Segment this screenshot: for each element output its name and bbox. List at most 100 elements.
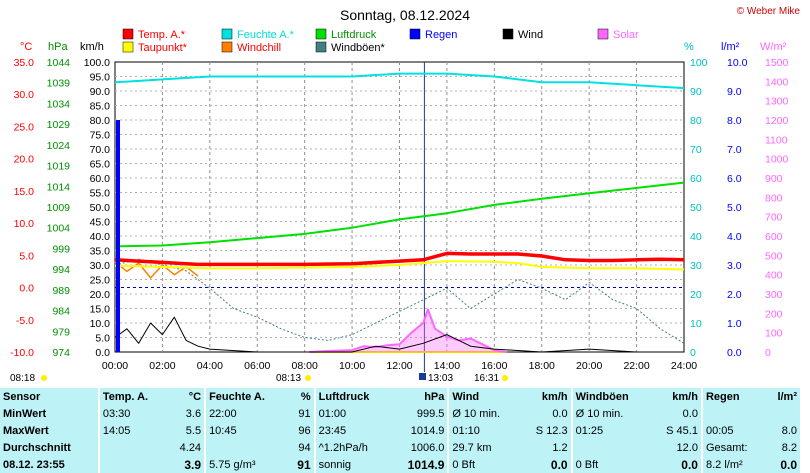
x-tick-label: 04:00 — [197, 360, 223, 372]
x-tick-label: 02:00 — [149, 360, 175, 372]
legend-swatch — [122, 28, 134, 40]
kmh-tick-label: 40.0 — [90, 231, 111, 243]
legend-swatch — [221, 41, 233, 53]
solar-tick-label: 600 — [765, 231, 783, 243]
table-cell: 3.6 — [167, 405, 205, 422]
kmh-tick-label: 0.0 — [95, 347, 110, 359]
column-separator — [97, 422, 100, 439]
chart-title: Sonntag, 08.12.2024 — [340, 7, 470, 23]
column-separator — [570, 439, 573, 456]
legend-label: Windböen* — [331, 42, 386, 54]
temp-tick-label: 15.0 — [14, 186, 35, 198]
rain-tick-label: 10.0 — [727, 57, 748, 69]
hpa-tick-label: 1009 — [47, 202, 71, 214]
unit-percent: % — [684, 41, 694, 53]
solar-tick-label: 1400 — [765, 76, 789, 88]
x-tick-label: 20:00 — [576, 360, 602, 372]
table-cell: ^1.2hPa/h — [315, 439, 391, 456]
kmh-tick-label: 15.0 — [90, 304, 111, 316]
table-cell: 0.0 — [650, 456, 701, 473]
unit-solar: W/m² — [760, 41, 787, 53]
table-cell: MaxWert — [0, 422, 98, 439]
percent-tick-label: 100 — [690, 57, 708, 69]
temp-tick-label: -5.0 — [16, 315, 34, 327]
table-cell: 01:00 — [315, 405, 391, 422]
solar-tick-label: 1100 — [765, 134, 788, 146]
x-tick-label: 18:00 — [529, 360, 555, 372]
table-cell: 5.5 — [167, 422, 205, 439]
table-cell: Durchschnitt — [0, 439, 98, 456]
table-cell — [766, 405, 800, 422]
solar-tick-label: 1300 — [765, 96, 789, 108]
unit-rain: l/m² — [721, 41, 740, 53]
column-separator — [447, 405, 450, 422]
column-separator — [570, 422, 573, 439]
statistics-table: Sensor Temp. A. °C Feuchte A.% Luftdruck hPa W… — [0, 388, 800, 473]
sunrise-icon — [305, 375, 311, 381]
kmh-tick-label: 100.0 — [84, 57, 110, 69]
table-cell: 3.9 — [167, 456, 205, 473]
table-header-cell: Windböen — [572, 388, 651, 405]
series-luftdruck-line — [114, 181, 685, 248]
plot-grid — [114, 61, 685, 372]
rain-tick-label: 9.0 — [727, 86, 742, 98]
column-separator — [447, 422, 450, 439]
percent-tick-label: 20 — [690, 289, 702, 301]
table-cell: S 12.3 — [520, 422, 571, 439]
hpa-tick-label: 1014 — [47, 181, 71, 193]
table-cell: 0.0 — [766, 456, 800, 473]
table-cell — [99, 456, 168, 473]
table-cell — [99, 439, 168, 456]
table-row: Durchschnitt 4.24 94 ^1.2hPa/h 1006.0 29.7 km… — [0, 439, 800, 456]
column-separator — [447, 456, 450, 473]
table-header-cell: Luftdruck — [315, 388, 391, 405]
table-row: 08.12. 23:55 3.9 5.75 g/m³ 91 sonnig 1014.9 0 … — [0, 456, 800, 473]
table-header-row: Sensor Temp. A. °C Feuchte A.% Luftdruck hPa W… — [0, 388, 800, 405]
kmh-tick-label: 20.0 — [90, 289, 111, 301]
solar-tick-label: 100 — [765, 328, 783, 340]
percent-tick-label: 50 — [690, 202, 702, 214]
hpa-tick-label: 1039 — [47, 78, 71, 90]
x-tick-label: 16:00 — [481, 360, 507, 372]
legend-swatch — [122, 41, 134, 53]
table-header-cell: % — [287, 388, 314, 405]
table-cell: 0 Bft — [572, 456, 651, 473]
hpa-tick-label: 1019 — [47, 161, 71, 173]
hpa-tick-label: 974 — [52, 347, 70, 359]
solar-tick-label: 1200 — [765, 115, 789, 127]
solar-tick-label: 1500 — [765, 57, 789, 69]
series-taupunkt-line — [114, 260, 685, 271]
table-cell: 1014.9 — [390, 422, 448, 439]
table-cell: 0.0 — [650, 405, 701, 422]
column-separator — [313, 422, 316, 439]
table-header-cell: Sensor — [0, 388, 98, 405]
table-cell: 0.0 — [520, 405, 571, 422]
legend-label: Luftdruck — [331, 29, 377, 41]
column-separator — [447, 439, 450, 456]
hpa-tick-label: 979 — [52, 326, 70, 338]
table-header-cell: Temp. A. — [99, 388, 168, 405]
table-header-cell: °C — [167, 388, 205, 405]
table-cell — [702, 405, 767, 422]
column-separator — [700, 388, 703, 405]
rain-tick-label: 3.0 — [727, 260, 742, 272]
table-cell: Ø 10 min. — [572, 405, 651, 422]
kmh-tick-label: 45.0 — [90, 217, 111, 229]
column-separator — [700, 405, 703, 422]
kmh-tick-label: 55.0 — [90, 188, 111, 200]
plot-series — [114, 72, 685, 353]
column-separator — [570, 456, 573, 473]
kmh-tick-label: 75.0 — [90, 130, 111, 142]
table-cell: 8.0 — [766, 422, 800, 439]
solar-tick-label: 1000 — [765, 154, 789, 166]
table-cell: 1014.9 — [390, 456, 448, 473]
legend-swatch — [315, 28, 327, 40]
column-separator — [700, 456, 703, 473]
kmh-tick-label: 10.0 — [90, 318, 111, 330]
rain-tick-label: 2.0 — [727, 289, 742, 301]
kmh-tick-label: 95.0 — [90, 72, 111, 84]
x-tick-label: 06:00 — [244, 360, 270, 372]
legend-swatch — [315, 41, 327, 53]
percent-tick-label: 80 — [690, 115, 702, 127]
